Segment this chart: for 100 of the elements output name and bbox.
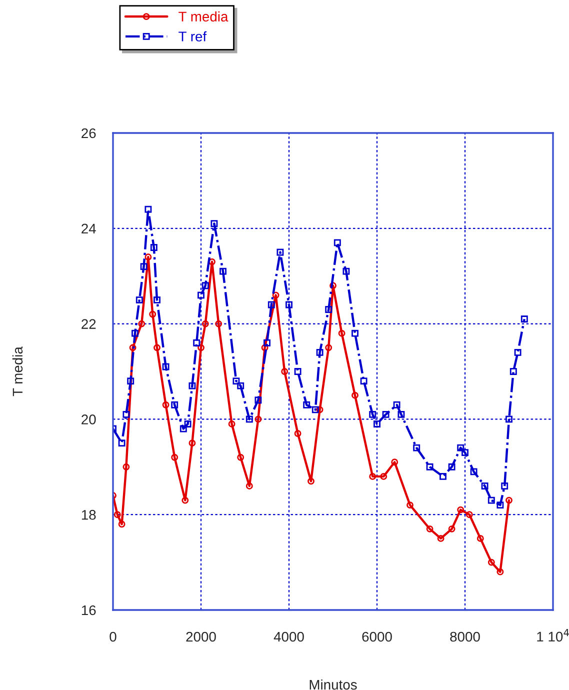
point <box>316 406 324 414</box>
point <box>215 320 222 328</box>
point <box>276 248 284 256</box>
point <box>162 401 170 408</box>
point <box>132 330 138 337</box>
point <box>391 458 398 466</box>
point <box>264 339 270 346</box>
y-tick-label: 22 <box>82 319 96 329</box>
point <box>426 525 434 532</box>
point <box>202 282 209 290</box>
x-tick-label: 6000 <box>362 632 392 642</box>
point <box>380 472 388 480</box>
point <box>506 416 512 423</box>
point <box>272 292 280 299</box>
point <box>198 292 204 299</box>
point <box>466 511 473 518</box>
point <box>448 463 456 470</box>
y-tick-label: 20 <box>82 414 96 424</box>
point <box>182 496 189 504</box>
point <box>294 430 302 437</box>
point <box>254 416 262 423</box>
point <box>198 344 204 352</box>
x-axis-title: Minutos <box>310 679 357 690</box>
point <box>325 344 332 352</box>
point <box>426 463 434 470</box>
point <box>136 296 143 304</box>
point <box>171 401 178 408</box>
point <box>496 568 504 576</box>
point <box>457 444 464 452</box>
point <box>437 534 444 542</box>
point <box>184 420 192 428</box>
legend-label: T ref <box>178 31 207 42</box>
point <box>140 263 148 270</box>
point <box>352 330 358 337</box>
point <box>118 520 126 528</box>
point <box>448 525 456 532</box>
point <box>470 468 478 476</box>
point <box>246 482 253 490</box>
point <box>316 348 324 356</box>
point <box>514 348 522 356</box>
point <box>308 478 314 485</box>
point <box>330 282 336 290</box>
point <box>369 472 376 480</box>
point <box>228 420 236 428</box>
x-tick-label: 8000 <box>450 632 480 642</box>
point <box>393 401 400 408</box>
point <box>294 368 302 375</box>
x-tick-label: 2000 <box>186 632 216 642</box>
point <box>149 310 156 318</box>
x-tick-label: 1 10$^{4}$ <box>537 629 569 642</box>
point <box>188 382 196 390</box>
point <box>398 410 405 418</box>
point <box>193 339 200 346</box>
point <box>360 378 368 385</box>
point <box>286 301 292 308</box>
point <box>488 558 495 566</box>
point <box>144 254 152 260</box>
point <box>520 316 528 323</box>
point <box>202 320 209 328</box>
point <box>476 534 484 542</box>
x-tick-label: 4000 <box>274 632 304 642</box>
point <box>303 401 310 408</box>
point <box>338 330 346 337</box>
point <box>129 344 136 352</box>
point <box>150 244 158 251</box>
point <box>281 368 288 375</box>
point <box>488 496 495 504</box>
point <box>440 472 446 480</box>
point <box>374 420 380 428</box>
point <box>261 344 268 352</box>
y-tick-label: 16 <box>82 605 96 616</box>
point <box>180 425 187 432</box>
point <box>413 444 420 452</box>
point <box>246 416 253 423</box>
point <box>122 463 130 470</box>
point <box>325 306 332 313</box>
point <box>127 378 134 385</box>
point <box>312 406 319 414</box>
point <box>171 454 178 461</box>
point <box>237 382 244 390</box>
point <box>268 301 275 308</box>
point <box>457 506 464 514</box>
point <box>352 392 358 399</box>
point <box>220 268 226 275</box>
point <box>114 511 121 518</box>
point <box>122 410 130 418</box>
point <box>369 410 376 418</box>
point <box>481 482 488 490</box>
point <box>208 258 216 266</box>
point <box>342 268 350 275</box>
point <box>406 502 414 509</box>
point <box>510 368 517 375</box>
point <box>144 206 152 213</box>
point <box>462 449 468 456</box>
point <box>138 320 146 328</box>
legend-label: T media <box>178 11 228 22</box>
y-axis-title: T media <box>12 346 23 396</box>
y-tick-label: 18 <box>82 510 96 520</box>
point <box>506 496 512 504</box>
point <box>118 440 126 447</box>
